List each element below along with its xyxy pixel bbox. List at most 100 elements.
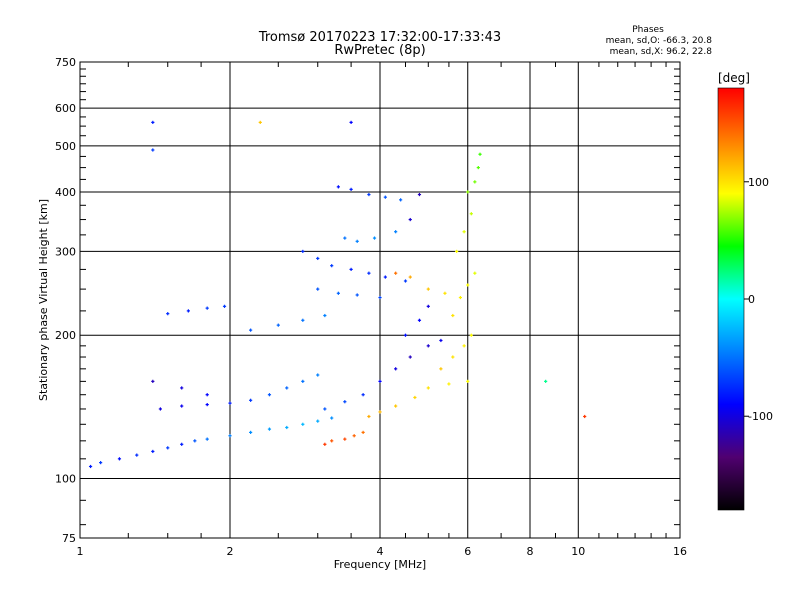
data-point xyxy=(466,190,470,194)
data-point xyxy=(469,333,473,337)
y-tick-label: 500 xyxy=(55,140,76,153)
data-point xyxy=(276,323,280,327)
data-point xyxy=(473,271,477,275)
data-point xyxy=(151,379,155,383)
data-point xyxy=(403,279,408,283)
x-axis-label: Frequency [MHz] xyxy=(334,558,426,571)
data-point xyxy=(258,120,262,124)
data-point xyxy=(349,267,353,272)
data-point xyxy=(408,355,412,359)
x-tick-label: 8 xyxy=(527,545,534,558)
data-point xyxy=(222,304,227,308)
data-point xyxy=(166,312,170,316)
data-point xyxy=(361,430,365,434)
colorbar-tick-label: -100 xyxy=(748,410,773,423)
data-point xyxy=(355,239,359,243)
data-point xyxy=(394,271,398,275)
data-point xyxy=(447,382,451,386)
y-axis-label: Stationary phase Virtual Height [km] xyxy=(37,199,50,401)
data-point xyxy=(316,287,320,291)
colorbar-ticks: 100 0 -100 xyxy=(744,176,773,423)
data-point xyxy=(88,464,93,469)
data-point xyxy=(249,398,253,402)
data-point xyxy=(205,437,209,441)
data-point xyxy=(426,386,430,390)
y-tick-label: 750 xyxy=(55,56,76,69)
data-point xyxy=(301,422,305,426)
data-point xyxy=(443,291,447,295)
data-point xyxy=(378,295,382,300)
data-point xyxy=(417,318,422,322)
data-point xyxy=(228,401,232,405)
data-point xyxy=(473,180,477,184)
data-point xyxy=(426,304,430,308)
data-point xyxy=(330,416,334,420)
stats-x-line: mean, sd,X: 96.2, 22.8 xyxy=(610,47,713,57)
stats-heading: Phases xyxy=(632,25,664,35)
data-point xyxy=(316,256,320,261)
data-point xyxy=(361,393,365,397)
data-point xyxy=(417,192,422,197)
data-points xyxy=(88,120,587,469)
data-point xyxy=(151,449,155,454)
data-point xyxy=(451,313,455,318)
x-tick-label: 1 xyxy=(77,545,84,558)
data-point xyxy=(343,437,347,441)
data-point xyxy=(413,395,417,400)
data-point xyxy=(399,198,403,202)
data-point xyxy=(249,430,253,434)
data-point xyxy=(439,338,443,343)
data-point xyxy=(349,120,353,124)
data-point xyxy=(205,402,209,407)
data-point xyxy=(367,271,371,275)
data-point xyxy=(426,344,430,348)
data-point xyxy=(403,333,408,337)
y-tick-label: 400 xyxy=(55,186,76,199)
colorbar-tick-label: 0 xyxy=(748,293,755,306)
y-tick-label: 100 xyxy=(55,473,76,486)
data-point xyxy=(117,457,122,461)
data-point xyxy=(383,275,387,279)
data-point xyxy=(394,230,398,234)
minor-ticks xyxy=(80,62,680,538)
data-point xyxy=(451,355,455,359)
data-point xyxy=(99,461,103,465)
data-point xyxy=(267,393,272,397)
data-point xyxy=(343,236,347,240)
chart-subtitle: RwPretec (8p) xyxy=(334,43,425,58)
data-point xyxy=(249,328,253,332)
x-tick-label: 10 xyxy=(571,545,585,558)
data-point xyxy=(330,264,334,268)
data-point xyxy=(316,373,320,377)
data-point xyxy=(186,309,190,313)
data-point xyxy=(316,419,320,423)
data-point xyxy=(180,386,184,390)
data-point xyxy=(458,295,463,300)
data-point xyxy=(583,414,587,419)
data-point xyxy=(166,446,170,450)
x-tick-label: 2 xyxy=(227,545,234,558)
colorbar-tick-label: 100 xyxy=(748,176,769,189)
data-point xyxy=(383,195,387,199)
data-point xyxy=(158,407,163,411)
data-point xyxy=(367,414,371,419)
data-point xyxy=(285,386,289,390)
data-point xyxy=(355,293,359,297)
data-point xyxy=(478,152,482,156)
y-tick-label: 75 xyxy=(62,532,76,545)
x-tick-label: 16 xyxy=(673,545,687,558)
data-point xyxy=(378,379,382,383)
data-point xyxy=(544,379,548,383)
colorbar-title: [deg] xyxy=(718,71,750,85)
data-point xyxy=(367,192,371,197)
data-point xyxy=(205,306,209,310)
data-point xyxy=(323,313,327,318)
data-point xyxy=(193,439,197,443)
data-point xyxy=(466,379,470,383)
chart-title: Tromsø 20170223 17:32:00-17:33:43 xyxy=(258,30,501,45)
data-point xyxy=(151,120,155,124)
data-point xyxy=(349,187,353,191)
data-point xyxy=(180,442,184,446)
data-point xyxy=(343,400,347,404)
y-tick-label: 300 xyxy=(55,245,76,258)
